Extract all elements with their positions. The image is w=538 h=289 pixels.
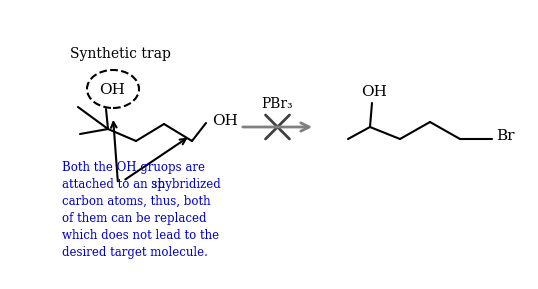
Text: carbon atoms, thus, both: carbon atoms, thus, both [62,195,210,208]
Text: of them can be replaced: of them can be replaced [62,212,207,225]
Text: which does not lead to the: which does not lead to the [62,229,219,242]
Text: attached to an sp: attached to an sp [62,178,165,191]
Text: 3: 3 [150,181,156,190]
Text: desired target molecule.: desired target molecule. [62,246,208,259]
Text: OH: OH [361,85,387,99]
Text: hybridized: hybridized [154,178,221,191]
Text: OH: OH [212,114,238,128]
Text: PBr₃: PBr₃ [261,97,293,111]
Text: OH: OH [99,83,125,97]
Text: Synthetic trap: Synthetic trap [69,47,171,61]
Text: Br: Br [496,129,514,143]
Text: Both the OH gruops are: Both the OH gruops are [62,161,205,174]
